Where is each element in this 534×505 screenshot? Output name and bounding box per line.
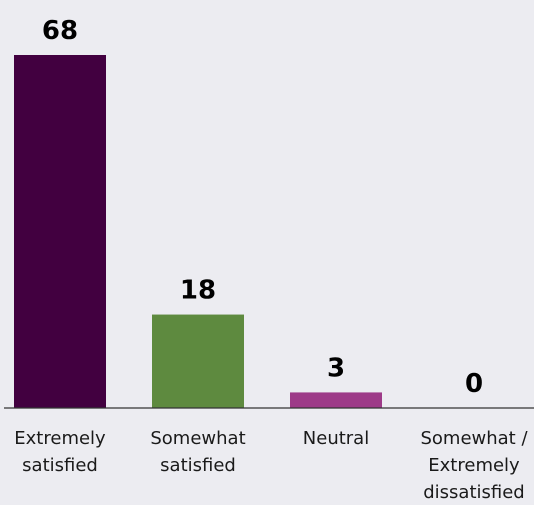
bar-0: [14, 55, 106, 408]
bar-2: [290, 392, 382, 408]
value-label-3: 0: [465, 369, 483, 399]
value-label-1: 18: [180, 276, 216, 306]
category-label-line: Somewhat /: [420, 428, 528, 449]
category-label-3: Somewhat / Extremely dissatisfied: [420, 428, 528, 503]
category-label-line: Neutral: [303, 428, 369, 449]
value-labels: 68 18 3 0: [42, 16, 483, 399]
value-label-2: 3: [327, 353, 345, 383]
bars: [14, 55, 382, 408]
category-label-line: Somewhat: [150, 428, 245, 449]
category-label-2: Neutral: [303, 428, 369, 449]
bar-1: [152, 314, 244, 408]
category-label-0: Extremely satisfied: [14, 428, 106, 476]
category-label-line: satisfied: [160, 455, 236, 476]
category-label-1: Somewhat satisfied: [150, 428, 245, 476]
category-label-line: Extremely: [428, 455, 520, 476]
category-labels: Extremely satisfied Somewhat satisfied Neutr…: [14, 428, 528, 503]
category-label-line: dissatisfied: [423, 482, 525, 503]
value-label-0: 68: [42, 16, 78, 46]
category-label-line: satisfied: [22, 455, 98, 476]
category-label-line: Extremely: [14, 428, 106, 449]
